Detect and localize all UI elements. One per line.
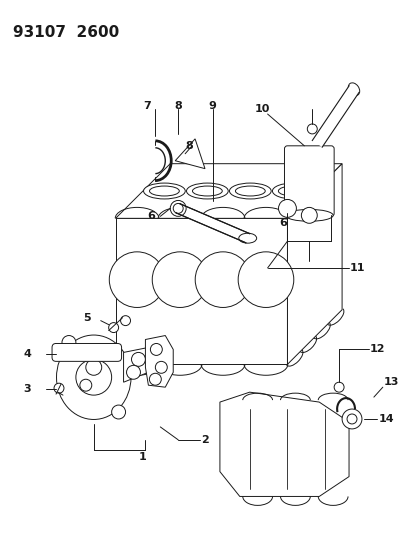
Circle shape	[278, 199, 296, 217]
Ellipse shape	[347, 83, 359, 95]
Polygon shape	[145, 336, 173, 387]
Text: 2: 2	[201, 435, 208, 445]
Circle shape	[150, 343, 162, 356]
Polygon shape	[287, 164, 341, 365]
Text: 5: 5	[83, 313, 90, 322]
Circle shape	[112, 405, 125, 419]
Ellipse shape	[235, 186, 265, 196]
Circle shape	[155, 361, 167, 373]
Text: 14: 14	[378, 414, 394, 424]
Circle shape	[149, 373, 161, 385]
Circle shape	[54, 383, 64, 393]
Text: 93107  2600: 93107 2600	[13, 25, 119, 39]
Text: 3: 3	[23, 384, 31, 394]
Text: 11: 11	[349, 263, 365, 273]
Circle shape	[301, 207, 316, 223]
Circle shape	[170, 200, 186, 216]
Text: 4: 4	[23, 350, 31, 359]
Circle shape	[341, 409, 361, 429]
Ellipse shape	[186, 183, 228, 199]
FancyBboxPatch shape	[52, 343, 121, 361]
Circle shape	[120, 316, 130, 326]
Circle shape	[237, 252, 293, 308]
Polygon shape	[123, 348, 153, 382]
Circle shape	[76, 359, 112, 395]
Ellipse shape	[229, 183, 271, 199]
Circle shape	[85, 359, 102, 375]
Circle shape	[62, 336, 76, 350]
Circle shape	[306, 124, 316, 134]
Polygon shape	[115, 164, 341, 219]
Ellipse shape	[192, 186, 222, 196]
Ellipse shape	[278, 186, 307, 196]
FancyBboxPatch shape	[284, 146, 333, 216]
Text: 13: 13	[383, 377, 398, 387]
Text: 9: 9	[207, 101, 215, 111]
Ellipse shape	[272, 183, 313, 199]
Circle shape	[108, 322, 118, 333]
Text: 6: 6	[147, 212, 155, 221]
Ellipse shape	[143, 183, 185, 199]
Polygon shape	[115, 219, 287, 365]
Text: 6: 6	[279, 219, 287, 228]
Polygon shape	[311, 86, 358, 147]
Ellipse shape	[285, 209, 332, 221]
Circle shape	[333, 382, 343, 392]
Ellipse shape	[57, 335, 131, 419]
Polygon shape	[176, 204, 249, 243]
Circle shape	[195, 252, 250, 308]
Text: 10: 10	[254, 104, 269, 114]
Text: 7: 7	[143, 101, 151, 111]
Circle shape	[346, 414, 356, 424]
Text: 1: 1	[138, 451, 146, 462]
Polygon shape	[219, 392, 348, 496]
Circle shape	[126, 365, 140, 379]
Polygon shape	[175, 139, 204, 168]
Circle shape	[131, 352, 145, 366]
Circle shape	[109, 252, 164, 308]
Circle shape	[80, 379, 92, 391]
Ellipse shape	[149, 186, 179, 196]
Ellipse shape	[238, 233, 256, 243]
Text: 8: 8	[185, 141, 192, 151]
Circle shape	[152, 252, 207, 308]
Text: 12: 12	[369, 344, 385, 354]
Text: 8: 8	[174, 101, 182, 111]
